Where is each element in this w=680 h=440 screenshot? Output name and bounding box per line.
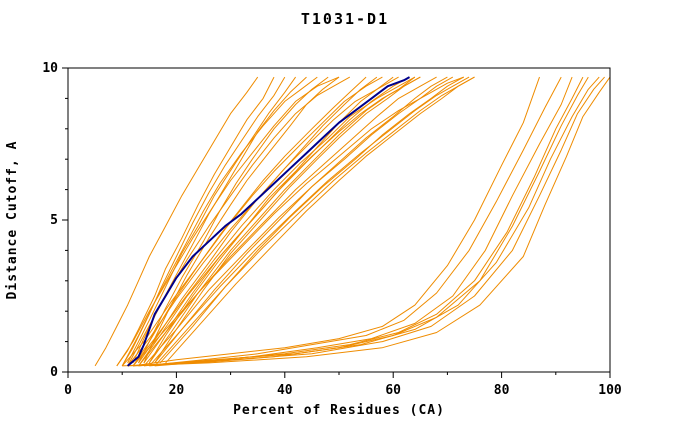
series-line-m27: [165, 76, 475, 364]
series-line-m35: [154, 76, 605, 367]
series-line-highlighted-model: [126, 76, 410, 367]
series-group: [94, 76, 611, 367]
chart-title: T1031-D1: [301, 10, 389, 28]
series-line-m14: [148, 76, 394, 364]
axes-group: 0 20 40 60 80 100 0 5 10: [42, 61, 622, 398]
x-tick-label: 40: [277, 383, 293, 398]
series-line-m20: [148, 76, 421, 364]
series-line-m02: [116, 76, 275, 367]
series-line-m01: [94, 76, 259, 367]
series-line-m15: [127, 76, 399, 367]
series-line-m21: [138, 76, 437, 367]
series-line-m30: [143, 76, 562, 367]
series-line-m08: [116, 76, 340, 367]
series-line-m13: [121, 76, 383, 367]
series-line-m22: [154, 76, 448, 364]
series-line-m18: [154, 76, 421, 364]
y-axis-label: Distance Cutoff, A: [5, 141, 20, 300]
series-line-m26: [132, 76, 464, 367]
y-tick-label: 5: [50, 213, 58, 228]
x-tick-label: 80: [494, 383, 510, 398]
series-line-m06: [121, 76, 318, 367]
series-line-m17: [132, 76, 416, 367]
series-line-m34: [138, 76, 600, 367]
series-line-m19: [138, 76, 416, 367]
y-tick-label: 10: [42, 61, 58, 76]
x-axis-label: Percent of Residues (CA): [233, 403, 445, 418]
series-line-m28: [154, 76, 475, 367]
y-tick-label: 0: [50, 365, 58, 380]
x-tick-label: 100: [598, 383, 622, 398]
x-tick-label: 20: [169, 383, 185, 398]
x-tick-label: 60: [385, 383, 401, 398]
x-tick-label: 0: [64, 383, 72, 398]
series-line-m36: [132, 76, 611, 367]
series-line-m09: [143, 76, 340, 364]
series-line-m11: [132, 76, 367, 367]
series-line-m25: [148, 76, 470, 367]
series-line-m32: [149, 76, 584, 367]
series-line-m04: [127, 76, 297, 364]
series-line-m29: [132, 76, 540, 367]
